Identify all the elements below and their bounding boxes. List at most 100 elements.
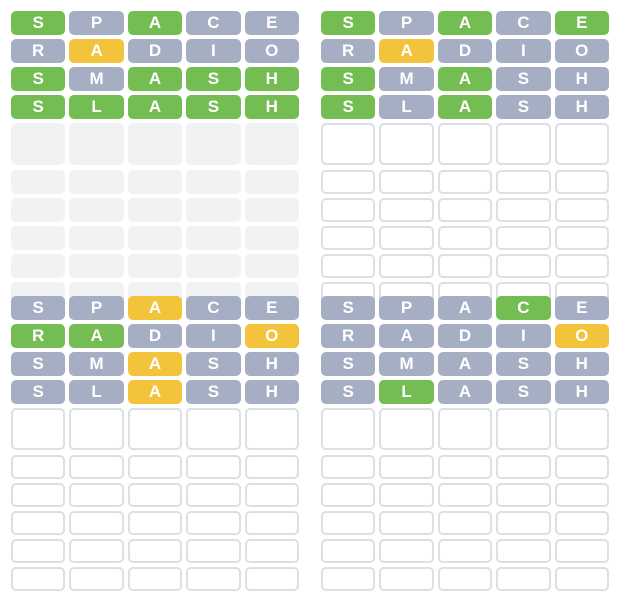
empty-tile (244, 254, 299, 278)
letter-tile: R (11, 39, 66, 63)
empty-tile (127, 226, 183, 250)
empty-row (321, 511, 611, 535)
empty-tile (69, 455, 124, 479)
empty-tile (186, 123, 241, 165)
letter-tile: S (321, 296, 376, 320)
empty-tile (69, 123, 124, 165)
empty-tile (379, 123, 434, 165)
empty-tile (496, 226, 551, 250)
empty-tile (554, 408, 609, 450)
empty-tile (186, 254, 241, 278)
letter-tile: D (437, 39, 493, 63)
letter-tile: O (244, 39, 299, 63)
empty-tile (554, 511, 609, 535)
empty-row (321, 455, 611, 479)
empty-tile (554, 567, 609, 591)
empty-row (11, 198, 301, 222)
letter-tile: M (379, 352, 434, 376)
letter-tile: P (379, 296, 434, 320)
empty-tile (186, 539, 241, 563)
letter-tile: H (554, 95, 609, 119)
empty-row (11, 511, 301, 535)
letter-tile: A (127, 67, 183, 91)
empty-tile (244, 567, 299, 591)
letter-tile: S (496, 352, 551, 376)
empty-tile (11, 408, 66, 450)
empty-tile (244, 198, 299, 222)
empty-tile (379, 170, 434, 194)
empty-tile (127, 198, 183, 222)
letter-tile: R (11, 324, 66, 348)
empty-tile (186, 455, 241, 479)
letter-tile: A (437, 67, 493, 91)
empty-tile (244, 123, 299, 165)
empty-tile (11, 170, 66, 194)
letter-tile: A (437, 95, 493, 119)
empty-tile (127, 254, 183, 278)
letter-tile: M (69, 352, 124, 376)
letter-tile: R (321, 324, 376, 348)
empty-tile (437, 539, 493, 563)
current-input-row (11, 408, 301, 450)
letter-tile: C (496, 296, 551, 320)
empty-tile (127, 511, 183, 535)
letter-tile: A (69, 324, 124, 348)
letter-tile: S (321, 352, 376, 376)
letter-tile: O (244, 324, 299, 348)
letter-tile: H (244, 352, 299, 376)
empty-tile (379, 226, 434, 250)
letter-tile: A (437, 352, 493, 376)
letter-tile: H (244, 67, 299, 91)
letter-tile: A (69, 39, 124, 63)
empty-row (11, 170, 301, 194)
letter-tile: E (554, 296, 609, 320)
empty-tile (11, 511, 66, 535)
letter-tile: I (186, 39, 241, 63)
letter-tile: L (69, 95, 124, 119)
letter-tile: P (379, 11, 434, 35)
letter-tile: C (496, 11, 551, 35)
letter-tile: A (127, 95, 183, 119)
letter-tile: O (554, 39, 609, 63)
empty-tile (127, 408, 183, 450)
letter-tile: A (437, 11, 493, 35)
empty-tile (321, 511, 376, 535)
letter-tile: S (11, 67, 66, 91)
letter-tile: H (554, 380, 609, 404)
empty-tile (69, 170, 124, 194)
letter-tile: E (244, 11, 299, 35)
empty-tile (11, 198, 66, 222)
empty-tile (186, 483, 241, 507)
letter-tile: S (186, 352, 241, 376)
empty-tile (496, 170, 551, 194)
empty-tile (554, 198, 609, 222)
empty-tile (321, 408, 376, 450)
empty-tile (496, 511, 551, 535)
empty-tile (437, 198, 493, 222)
letter-tile: S (11, 11, 66, 35)
empty-tile (437, 511, 493, 535)
letter-tile: L (69, 380, 124, 404)
empty-tile (321, 170, 376, 194)
empty-tile (321, 483, 376, 507)
letter-tile: S (186, 95, 241, 119)
current-input-row (321, 123, 611, 165)
letter-tile: D (127, 324, 183, 348)
empty-tile (437, 483, 493, 507)
letter-tile: L (379, 95, 434, 119)
letter-tile: P (69, 296, 124, 320)
letter-tile: M (379, 67, 434, 91)
empty-tile (496, 198, 551, 222)
empty-tile (554, 483, 609, 507)
letter-tile: H (554, 67, 609, 91)
empty-tile (186, 511, 241, 535)
empty-tile (69, 511, 124, 535)
letter-tile: H (244, 380, 299, 404)
empty-row (321, 198, 611, 222)
